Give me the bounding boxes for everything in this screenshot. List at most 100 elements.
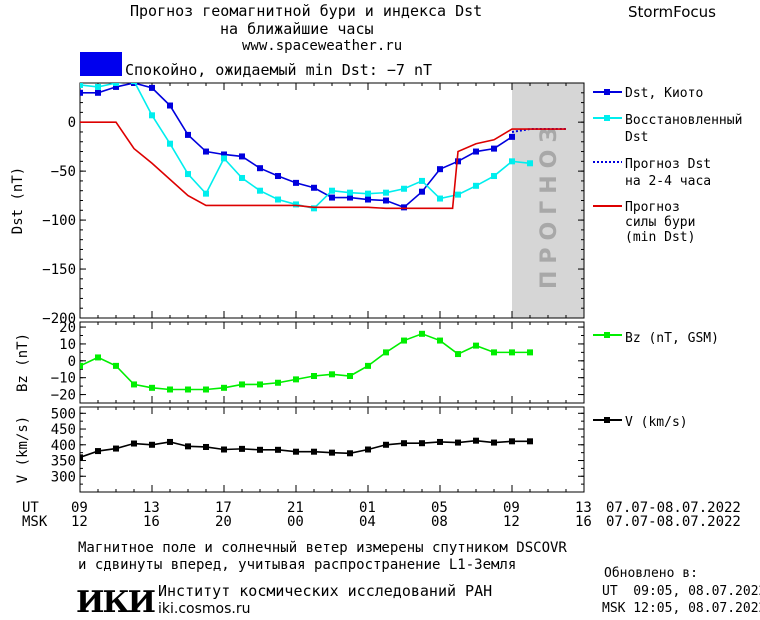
data-point	[203, 443, 209, 450]
y-tick-label: −150	[42, 262, 76, 278]
data-point	[293, 201, 299, 208]
y-axis-label: V (km/s)	[15, 416, 31, 483]
data-point	[203, 386, 209, 393]
chart-title: Прогноз геомагнитной бури и индекса Dst	[130, 2, 483, 20]
data-point	[329, 187, 335, 194]
legend-storm-label: Прогноз	[625, 200, 680, 215]
chart-subtitle: на ближайшие часы	[220, 20, 374, 38]
data-point	[185, 131, 191, 138]
data-point	[419, 330, 425, 337]
data-point	[473, 182, 479, 189]
institute-site[interactable]: iki.cosmos.ru	[158, 601, 251, 617]
data-point	[239, 381, 245, 388]
legend-forecast-label: Прогноз Dst	[625, 157, 711, 172]
data-point	[491, 349, 497, 356]
ut-tick-label: 13	[575, 500, 592, 516]
updated-ut: UT 09:05, 08.07.2022	[602, 584, 760, 599]
data-point	[383, 441, 389, 448]
data-point	[185, 171, 191, 178]
data-point	[365, 190, 371, 197]
series-line-1	[80, 83, 531, 210]
series-line-3	[80, 121, 566, 210]
data-point	[365, 196, 371, 203]
data-point	[257, 446, 263, 453]
data-point	[293, 179, 299, 186]
data-point	[419, 177, 425, 184]
brand-label: StormFocus	[628, 3, 716, 21]
msk-tick-label: 20	[215, 514, 232, 530]
y-tick-label: 500	[51, 406, 76, 422]
data-point	[329, 449, 335, 456]
data-point	[275, 379, 281, 386]
data-point	[527, 160, 533, 167]
data-point	[221, 384, 227, 391]
data-point	[149, 112, 155, 119]
legend-dst-kyoto-label: Dst, Киото	[625, 86, 703, 101]
data-point	[113, 362, 119, 369]
legend-bz-label: Bz (nT, GSM)	[625, 331, 719, 346]
data-point	[275, 173, 281, 180]
ut-tick-label: 21	[287, 500, 304, 516]
msk-tick-label: 00	[287, 514, 304, 530]
panel-frame	[79, 406, 585, 493]
data-point	[293, 448, 299, 455]
data-point	[185, 386, 191, 393]
legend-reconstructed-label: Восстановленный	[625, 113, 742, 128]
data-point	[419, 440, 425, 447]
forecast-region	[512, 83, 584, 318]
data-point	[203, 190, 209, 197]
y-tick-label: −50	[51, 164, 76, 180]
data-point	[113, 83, 119, 86]
y-tick-label: −200	[42, 311, 76, 327]
data-point	[149, 441, 155, 448]
ut-tick-label: 13	[143, 500, 160, 516]
y-tick-label: −10	[51, 371, 76, 387]
data-point	[239, 445, 245, 452]
data-point	[347, 373, 353, 379]
msk-tick-label: 12	[503, 514, 520, 530]
data-point	[203, 148, 209, 155]
y-tick-label: 300	[51, 469, 76, 485]
data-point	[455, 158, 461, 165]
data-point	[311, 184, 317, 191]
series-line-0	[80, 332, 530, 391]
institute-name: Институт космических исследований РАН	[158, 582, 493, 600]
y-tick-label: 350	[51, 454, 76, 470]
data-point	[221, 155, 227, 162]
ut-tick-label: 17	[215, 500, 232, 516]
data-point	[473, 437, 479, 444]
data-point	[401, 440, 407, 447]
data-point	[455, 439, 461, 446]
data-point	[455, 191, 461, 198]
data-point	[491, 145, 497, 152]
status-text: Спокойно, ожидаемый min Dst: −7 nT	[125, 61, 433, 79]
legend-reconstructed-marker	[604, 115, 610, 121]
data-point	[131, 440, 137, 447]
msk-axis-label: MSK	[22, 514, 48, 530]
data-point	[347, 194, 353, 201]
legend: Dst, Киото Восстановленный Dst Прогноз Dst н…	[593, 86, 742, 430]
data-point	[149, 84, 155, 91]
data-point	[383, 349, 389, 356]
data-point	[149, 384, 155, 391]
legend-forecast-label2: на 2-4 часа	[625, 174, 711, 189]
data-point	[311, 448, 317, 455]
data-point	[419, 188, 425, 195]
data-point	[80, 83, 83, 88]
status-color-box	[80, 52, 122, 76]
legend-v-label: V (km/s)	[625, 415, 688, 430]
data-point	[293, 376, 299, 383]
data-point	[80, 362, 83, 369]
y-tick-label: 10	[59, 337, 76, 353]
updated-label: Обновлено в:	[604, 566, 698, 581]
data-point	[257, 381, 263, 388]
data-point	[527, 438, 533, 445]
data-point	[275, 446, 281, 453]
source-url[interactable]: www.spaceweather.ru	[242, 38, 403, 54]
data-point	[311, 205, 317, 212]
iki-logo: ИКИ	[76, 585, 156, 620]
ut-tick-label: 01	[359, 500, 376, 516]
data-point	[221, 151, 227, 158]
